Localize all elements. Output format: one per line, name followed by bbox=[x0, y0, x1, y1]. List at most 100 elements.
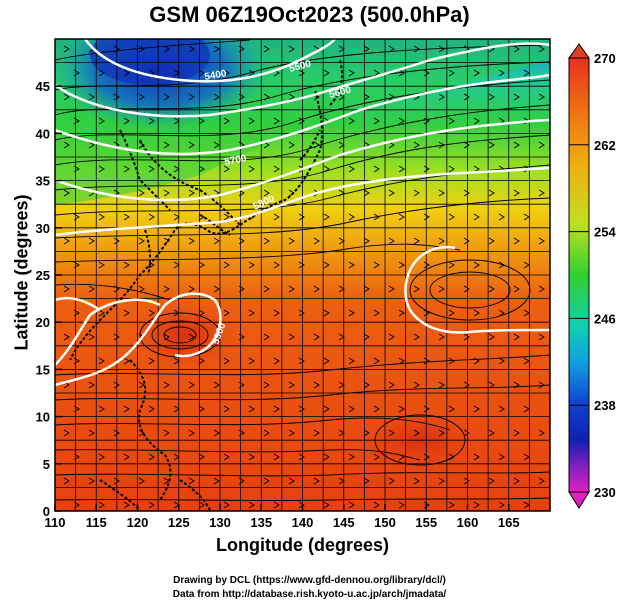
wind-arrow bbox=[73, 405, 80, 413]
wind-arrow bbox=[298, 501, 305, 509]
wind-arrow bbox=[73, 453, 80, 461]
wind-arrow bbox=[538, 93, 545, 101]
wind-arrow bbox=[73, 213, 80, 221]
wind-arrow bbox=[398, 453, 405, 461]
wind-arrow bbox=[463, 189, 470, 197]
wind-arrow bbox=[498, 357, 505, 365]
wind-arrow bbox=[113, 93, 120, 101]
wind-arrow bbox=[123, 453, 130, 461]
wind-arrow bbox=[438, 237, 445, 245]
wind-arrow bbox=[538, 45, 545, 53]
wind-arrow bbox=[413, 141, 420, 149]
wind-arrow bbox=[298, 405, 305, 413]
wind-arrow bbox=[463, 381, 470, 389]
wind-arrow bbox=[263, 45, 270, 53]
wind-arrow bbox=[148, 165, 155, 173]
wind-arrow bbox=[263, 477, 270, 485]
wind-arrow bbox=[513, 93, 520, 101]
wind-arrow bbox=[188, 381, 195, 389]
wind-arrow bbox=[388, 189, 395, 197]
y-axis-label: Latitude (degrees) bbox=[11, 194, 32, 351]
wind-arrow bbox=[363, 333, 370, 341]
wind-arrow bbox=[163, 45, 170, 53]
wind-arrow bbox=[513, 285, 520, 293]
wind-arrow bbox=[338, 45, 345, 53]
wind-arrow bbox=[423, 117, 430, 125]
wind-arrow bbox=[98, 309, 105, 317]
wind-arrow bbox=[498, 309, 505, 317]
wind-arrow bbox=[448, 309, 455, 317]
wind-arrow bbox=[288, 45, 295, 53]
wind-arrow bbox=[198, 69, 205, 77]
wind-arrow bbox=[448, 501, 455, 509]
wind-arrow bbox=[298, 69, 305, 77]
wind-arrow bbox=[138, 189, 145, 197]
y-tick-label: 0 bbox=[43, 504, 50, 519]
wind-arrow bbox=[113, 429, 120, 437]
wind-arrow bbox=[138, 93, 145, 101]
wind-arrow bbox=[148, 213, 155, 221]
wind-arrow bbox=[423, 165, 430, 173]
wind-arrow bbox=[313, 333, 320, 341]
wind-arrow bbox=[463, 93, 470, 101]
wind-arrow bbox=[198, 357, 205, 365]
wind-arrow bbox=[448, 453, 455, 461]
wind-arrow bbox=[488, 429, 495, 437]
wind-arrow bbox=[188, 93, 195, 101]
wind-arrow bbox=[123, 213, 130, 221]
colorbar-tick-label: 270 bbox=[594, 51, 616, 66]
wind-arrow bbox=[188, 189, 195, 197]
wind-arrow bbox=[363, 285, 370, 293]
y-tick-label: 20 bbox=[36, 315, 50, 330]
wind-arrow bbox=[198, 165, 205, 173]
y-tick-label: 30 bbox=[36, 221, 50, 236]
wind-arrow bbox=[198, 453, 205, 461]
wind-arrow bbox=[463, 333, 470, 341]
wind-arrow bbox=[338, 333, 345, 341]
chart-title: GSM 06Z19Oct2023 (500.0hPa) bbox=[149, 2, 470, 27]
wind-arrow bbox=[98, 69, 105, 77]
wind-arrow bbox=[138, 381, 145, 389]
credit-drawing: Drawing by DCL (https://www.gfd-dennou.o… bbox=[173, 575, 446, 586]
wind-arrow bbox=[348, 501, 355, 509]
colorbar-bar bbox=[568, 57, 590, 493]
wind-arrow bbox=[98, 117, 105, 125]
wind-arrow bbox=[63, 237, 70, 245]
wind-arrow bbox=[223, 117, 230, 125]
wind-arrow bbox=[238, 333, 245, 341]
geopotential-contours bbox=[55, 39, 550, 387]
wind-arrow bbox=[398, 117, 405, 125]
x-tick-label: 120 bbox=[127, 515, 149, 530]
wind-arrow bbox=[173, 261, 180, 269]
wind-arrow bbox=[213, 141, 220, 149]
wind-arrow bbox=[213, 477, 220, 485]
x-tick-label: 135 bbox=[250, 515, 272, 530]
wind-arrow bbox=[398, 69, 405, 77]
y-tick-label: 40 bbox=[36, 126, 50, 141]
wind-arrow bbox=[173, 165, 180, 173]
wind-arrow bbox=[288, 141, 295, 149]
wind-arrow bbox=[148, 117, 155, 125]
wind-arrow bbox=[373, 309, 380, 317]
wind-arrow bbox=[98, 165, 105, 173]
wind-arrow bbox=[248, 165, 255, 173]
wind-arrow bbox=[338, 285, 345, 293]
wind-arrow bbox=[388, 429, 395, 437]
wind-arrow bbox=[123, 357, 130, 365]
wind-arrow bbox=[273, 453, 280, 461]
wind-arrow bbox=[113, 45, 120, 53]
wind-arrow bbox=[448, 405, 455, 413]
wind-arrow bbox=[438, 45, 445, 53]
wind-arrow bbox=[448, 261, 455, 269]
wind-arrow bbox=[538, 381, 545, 389]
wind-arrow bbox=[388, 285, 395, 293]
wind-arrow bbox=[273, 165, 280, 173]
wind-arrow bbox=[438, 93, 445, 101]
wind-arrow bbox=[98, 405, 105, 413]
wind-arrow bbox=[73, 117, 80, 125]
wind-arrow bbox=[448, 165, 455, 173]
wind-arrow bbox=[163, 141, 170, 149]
wind-arrow bbox=[298, 453, 305, 461]
wind-arrow bbox=[348, 165, 355, 173]
wind-arrow bbox=[248, 69, 255, 77]
